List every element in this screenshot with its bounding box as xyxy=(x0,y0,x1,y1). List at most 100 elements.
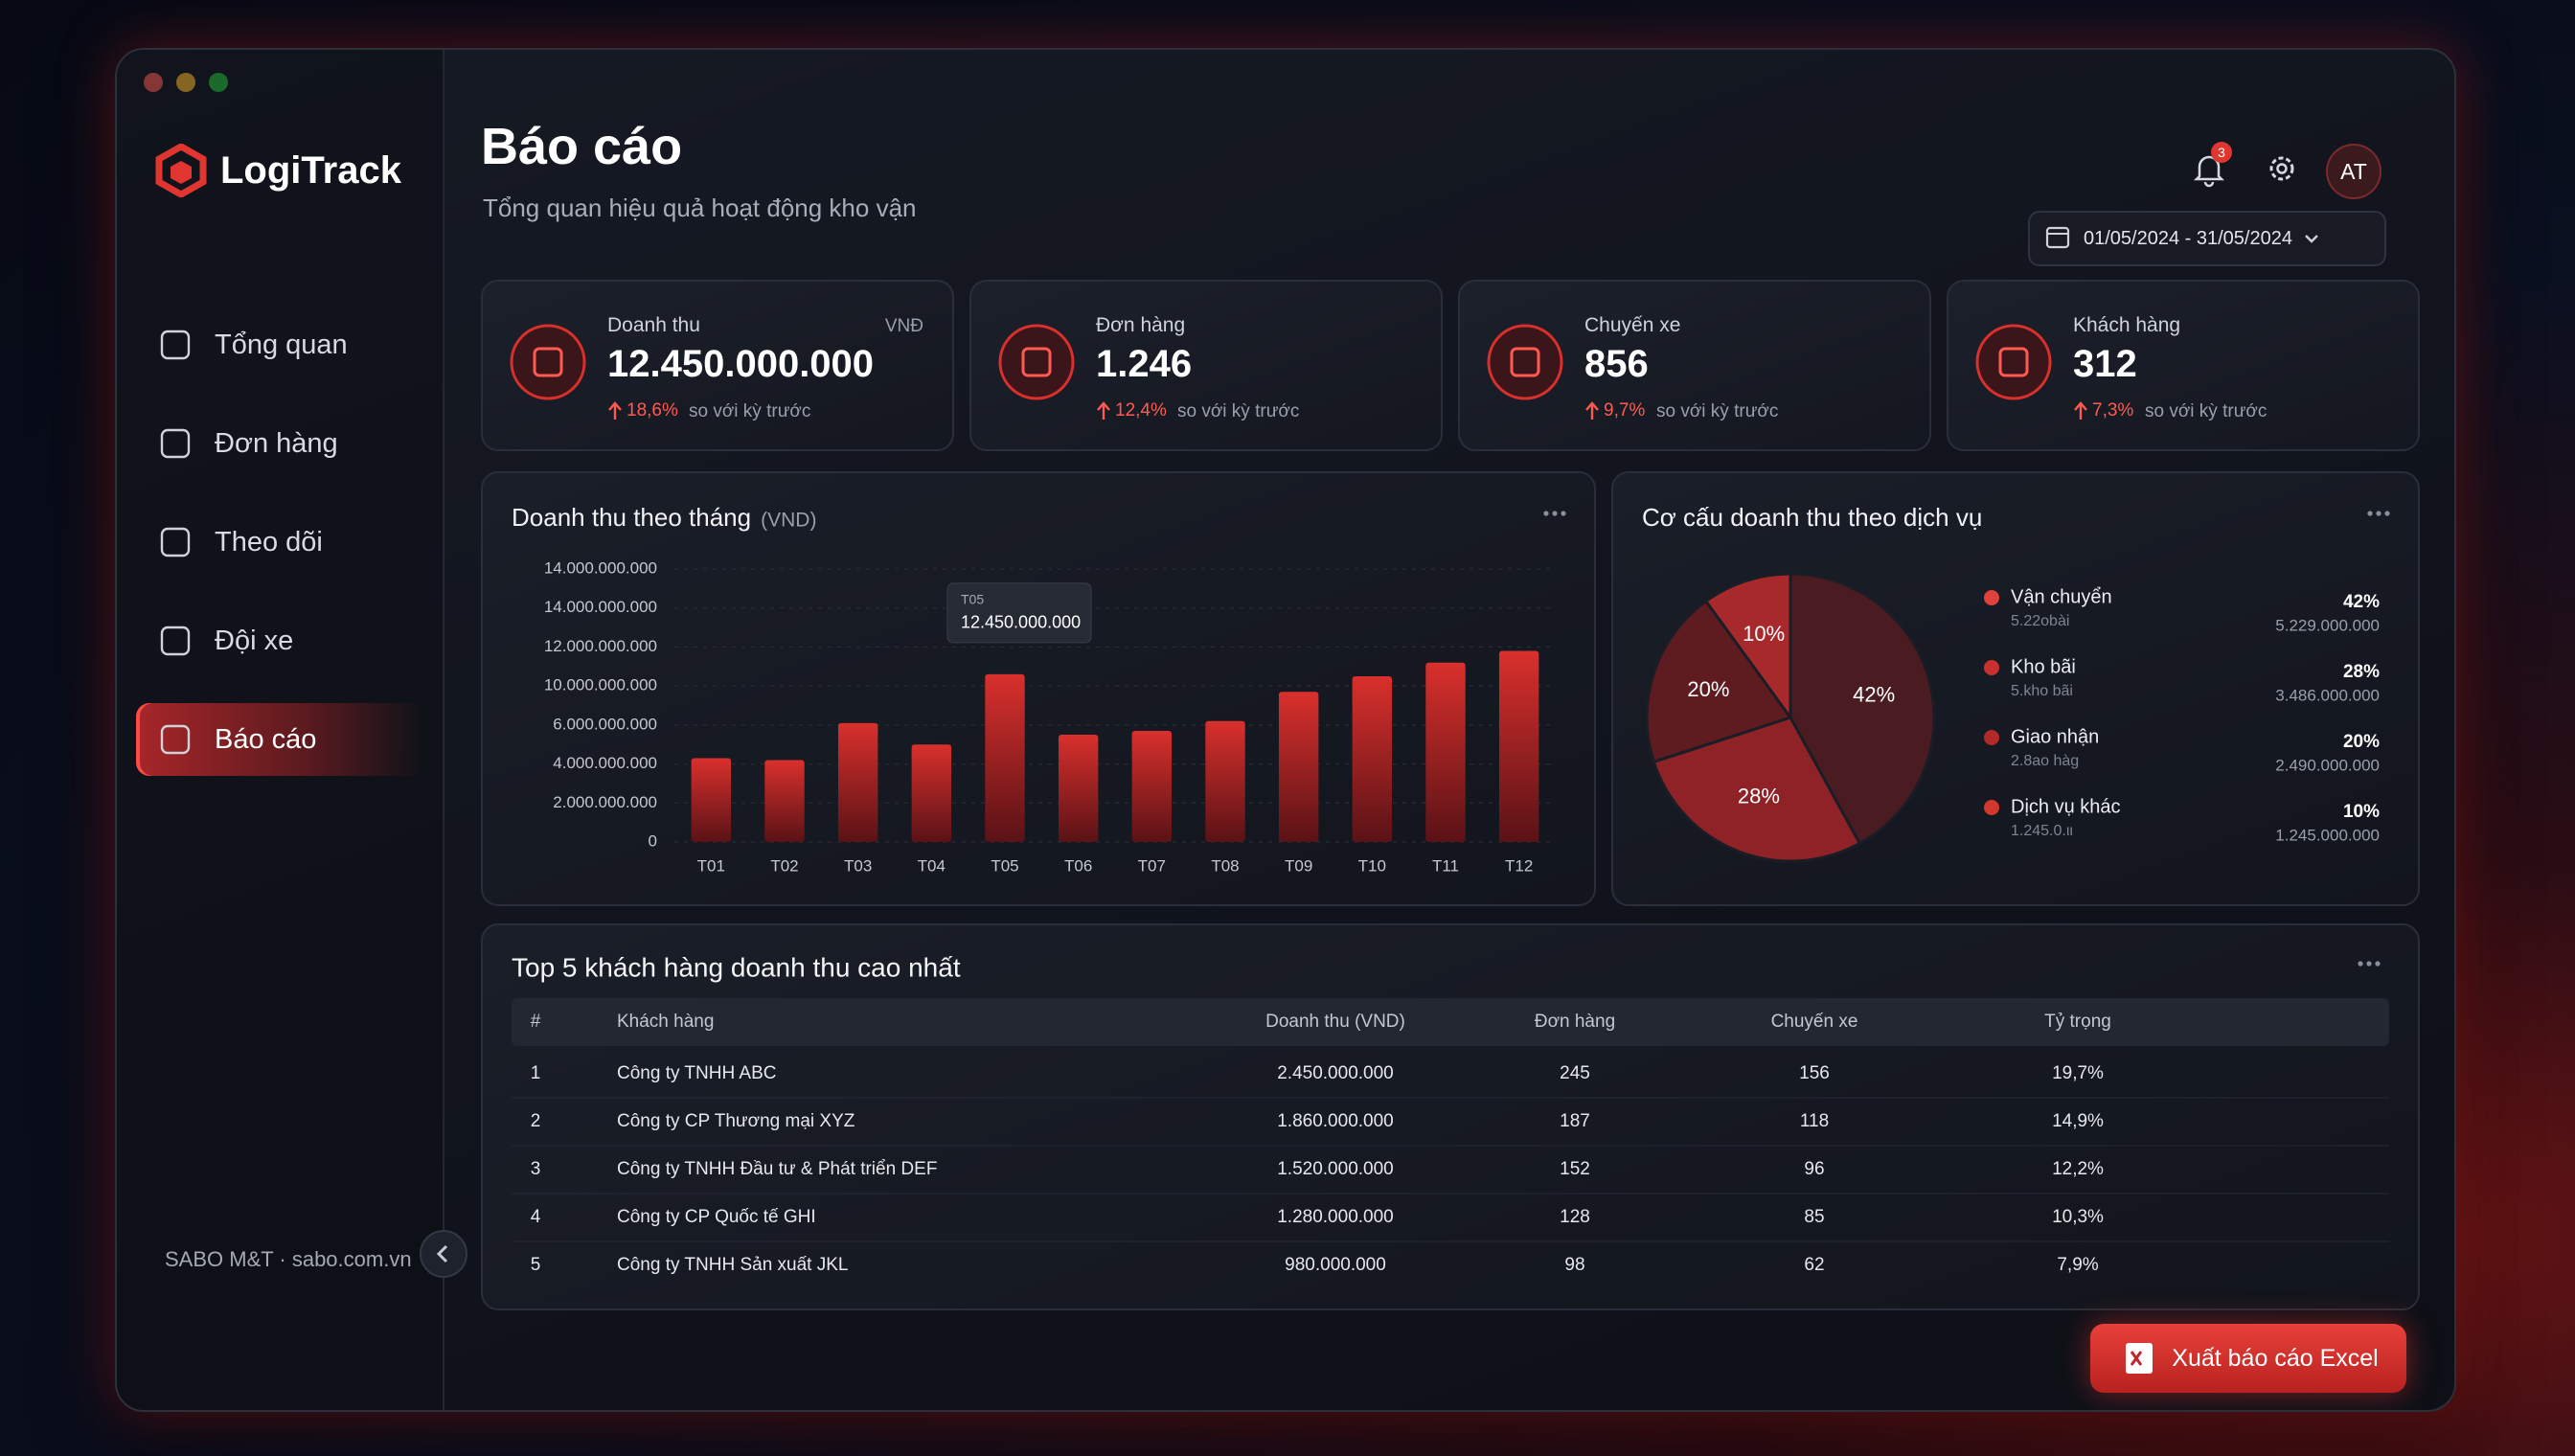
more-dot xyxy=(1552,511,1558,516)
kpi-icon xyxy=(998,324,1075,400)
table-cell: 3 xyxy=(531,1159,541,1179)
table-cell: 14,9% xyxy=(2052,1111,2104,1131)
bar-chart: Doanh thu theo tháng (VND) 0 2.000.000.000 4… xyxy=(512,503,1566,875)
bar xyxy=(1352,675,1393,842)
export-button[interactable]: Xuất báo cáo Excel xyxy=(2090,1324,2406,1393)
kpi-card: Đơn hàng 1.246 12,4% so với kỳ trước xyxy=(969,280,1443,451)
notification-button[interactable]: 3 xyxy=(2186,142,2232,192)
pie-chart: Cơ cấu doanh thu theo dịch vụ 42% 28% 20% 10… xyxy=(1642,503,2390,863)
table-cell: Công ty TNHH ABC xyxy=(617,1063,776,1083)
table-panel: Top 5 khách hàng doanh thu cao nhất # Khác… xyxy=(481,923,2420,1310)
table-cell: Công ty TNHH Đầu tư & Phát triển DEF xyxy=(617,1159,937,1179)
chart-title: Doanh thu theo tháng xyxy=(512,503,751,532)
table-cell: 980.000.000 xyxy=(1285,1255,1386,1275)
menu-item[interactable]: Theo dõi xyxy=(136,506,423,579)
legend-name: Kho bãi xyxy=(2011,656,2076,677)
icon-shape xyxy=(160,330,191,360)
app-window: LogiTrack SABO M&T · sabo.com.vn Tổng qu… xyxy=(115,48,2456,1412)
more-dot xyxy=(1561,511,1566,516)
bar-panel: Doanh thu theo tháng (VND) 0 2.000.000.000 4… xyxy=(481,471,1596,906)
column-header: Khách hàng xyxy=(617,1012,714,1032)
table-cell: 1.860.000.000 xyxy=(1277,1111,1394,1131)
calendar-icon xyxy=(2045,226,2070,249)
legend-detail: 5.kho bãi xyxy=(2011,683,2073,699)
x-tick-label: T05 xyxy=(991,856,1018,875)
user-avatar[interactable]: AT xyxy=(2326,144,2381,199)
more-dot xyxy=(2358,961,2363,967)
icon-ring xyxy=(1487,324,1563,400)
arrow-shape xyxy=(608,401,622,420)
kpi-label: Chuyến xe xyxy=(1584,314,1681,336)
icon-shape xyxy=(160,724,191,755)
table-title: Top 5 khách hàng doanh thu cao nhất xyxy=(512,952,961,982)
table-cell: 12,2% xyxy=(2052,1159,2104,1179)
menu-icon xyxy=(160,428,191,459)
kpi-icon xyxy=(1487,324,1563,400)
icon-shape xyxy=(160,428,191,459)
kpi-value: 312 xyxy=(2073,343,2137,385)
menu-icon xyxy=(160,527,191,557)
menu-icon xyxy=(160,330,191,360)
chart-subtitle: (VND) xyxy=(761,510,816,532)
menu-icon xyxy=(160,626,191,656)
tooltip-box xyxy=(946,582,1092,644)
pie-slice xyxy=(1652,716,1862,863)
icon-ring xyxy=(1975,324,2052,400)
pie-slice xyxy=(1703,572,1792,722)
y-tick-label: 6.000.000.000 xyxy=(553,715,657,733)
x-tick-label: T11 xyxy=(1432,856,1459,875)
menu-item[interactable]: Báo cáo xyxy=(136,703,423,776)
kpi-note: so với kỳ trước xyxy=(1177,401,1300,421)
table-cell: 96 xyxy=(1804,1159,1824,1179)
page-subtitle: Tổng quan hiệu quả hoạt động kho vận xyxy=(483,193,917,222)
kpi-unit: VNĐ xyxy=(884,316,923,336)
table-cell: 1.520.000.000 xyxy=(1277,1159,1394,1179)
legend-name: Dịch vụ khác xyxy=(2011,796,2121,817)
legend-amount: 1.245.000.000 xyxy=(2275,826,2380,844)
menu-label: Đơn hàng xyxy=(215,427,338,459)
up-arrow xyxy=(2074,401,2087,420)
menu-item[interactable]: Đơn hàng xyxy=(136,407,423,480)
table-cell: 1.280.000.000 xyxy=(1277,1207,1394,1227)
icon-shape xyxy=(533,347,563,377)
menu-icon xyxy=(160,724,191,755)
y-tick-label: 12.000.000.000 xyxy=(544,637,657,655)
collapse-button[interactable] xyxy=(420,1230,467,1278)
tooltip-title: T05 xyxy=(961,592,984,607)
table-cell: Công ty CP Thương mại XYZ xyxy=(617,1111,855,1131)
table-cell: 7,9% xyxy=(2057,1255,2098,1275)
menu-label: Đội xe xyxy=(215,625,294,656)
slice-label: 28% xyxy=(1738,784,1780,808)
y-tick-label: 4.000.000.000 xyxy=(553,754,657,772)
pie-slice xyxy=(1789,572,1936,846)
x-tick-label: T09 xyxy=(1285,856,1312,875)
up-arrow xyxy=(1585,401,1599,420)
kpi-change: 9,7% xyxy=(1604,400,1646,421)
menu-item[interactable]: Tổng quan xyxy=(136,308,423,381)
kpi-card: Doanh thu 12.450.000.000 VNĐ 18,6% so với kỳ… xyxy=(481,280,954,451)
sidebar: LogiTrack SABO M&T · sabo.com.vn Tổng qu… xyxy=(117,50,444,1410)
table-cell: 10,3% xyxy=(2052,1207,2104,1227)
bar xyxy=(691,758,732,842)
table-header-bg xyxy=(512,998,2389,1046)
icon-ring xyxy=(998,324,1075,400)
legend-amount: 5.229.000.000 xyxy=(2275,616,2380,634)
y-tick-label: 14.000.000.000 xyxy=(544,598,657,616)
kpi-note: so với kỳ trước xyxy=(2145,401,2267,421)
legend-dot xyxy=(1984,590,1999,605)
date-picker[interactable]: 01/05/2024 - 31/05/2024 xyxy=(2028,211,2386,266)
slice-label: 42% xyxy=(1853,682,1895,706)
column-header: Doanh thu (VND) xyxy=(1265,1012,1405,1032)
kpi-card: Khách hàng 312 7,3% so với kỳ trước xyxy=(1947,280,2420,451)
table-cell: 152 xyxy=(1560,1159,1590,1179)
more-dot xyxy=(1543,511,1549,516)
menu-item[interactable]: Đội xe xyxy=(136,604,423,677)
legend-detail: 2.8ao hàg xyxy=(2011,753,2079,769)
settings-button[interactable] xyxy=(2259,146,2305,192)
icon-shape xyxy=(160,626,191,656)
icon-shape xyxy=(1021,347,1052,377)
chevron-icon xyxy=(2305,235,2318,243)
table-cell: 156 xyxy=(1799,1063,1830,1083)
legend-name: Giao nhận xyxy=(2011,726,2099,747)
kpi-value: 1.246 xyxy=(1096,343,1193,385)
